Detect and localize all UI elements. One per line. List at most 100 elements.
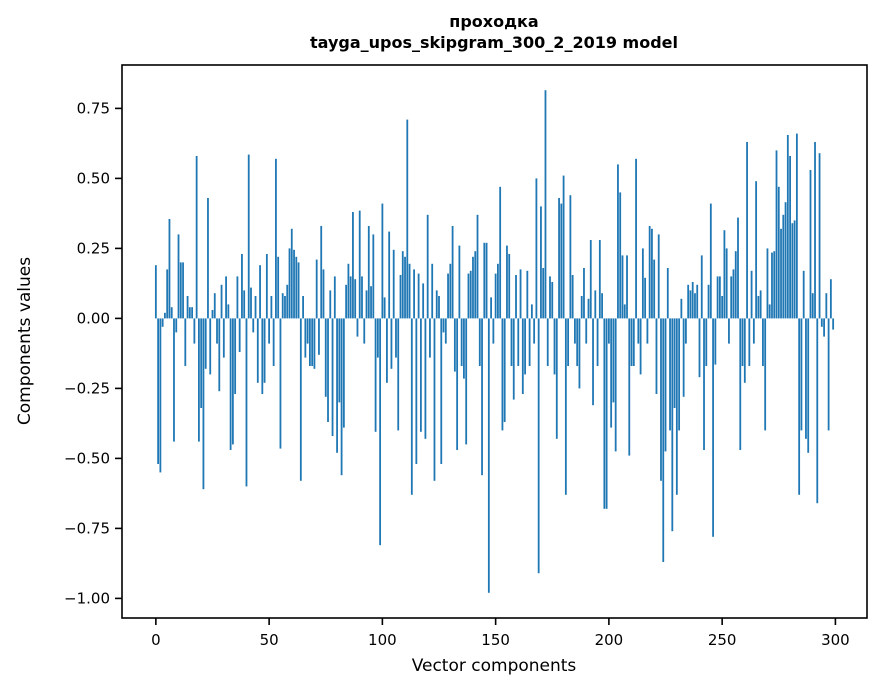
bar <box>524 318 526 375</box>
bar <box>356 318 359 337</box>
bar <box>236 276 239 319</box>
bar <box>204 318 207 369</box>
bar <box>308 318 311 366</box>
bar <box>460 318 463 366</box>
x-tick-label: 50 <box>260 631 279 649</box>
bar <box>791 223 794 319</box>
bar <box>789 156 791 319</box>
bar <box>467 273 470 319</box>
bar <box>361 276 363 319</box>
bar <box>408 263 411 319</box>
bar <box>786 135 789 319</box>
bar <box>415 318 418 464</box>
bar <box>306 318 309 344</box>
bar <box>184 318 187 366</box>
bar <box>229 318 232 450</box>
bar <box>737 217 739 319</box>
bar <box>295 256 298 319</box>
chart-title-line2: tayga_upos_skipgram_300_2_2019 model <box>310 33 678 52</box>
bars <box>154 90 835 593</box>
bar <box>363 318 366 344</box>
bar <box>349 276 352 319</box>
bar <box>637 318 640 344</box>
bar <box>406 119 409 319</box>
bar <box>784 202 787 319</box>
bar <box>589 240 592 319</box>
bar <box>798 318 801 495</box>
bar <box>277 256 280 319</box>
bar <box>173 318 175 442</box>
bar <box>607 318 610 344</box>
bar <box>182 262 184 319</box>
bar <box>530 304 533 319</box>
bar <box>501 318 504 431</box>
bar <box>419 318 422 432</box>
bar <box>696 284 699 319</box>
bar <box>515 275 517 319</box>
y-ticks: 0.75 0.50 0.25 0.00 −0.25 −0.50 −0.75 −1.00 <box>64 100 122 608</box>
x-tick-label: 300 <box>821 631 850 649</box>
bar <box>440 318 443 464</box>
bar <box>644 277 647 319</box>
bar <box>748 318 751 366</box>
bar <box>227 304 230 319</box>
bar <box>610 318 613 428</box>
bar <box>211 310 214 319</box>
bar <box>825 293 828 319</box>
y-tick-label: −1.00 <box>64 590 110 608</box>
bar <box>721 296 724 319</box>
bar <box>623 304 626 319</box>
x-tick-label: 100 <box>368 631 397 649</box>
bar <box>673 318 676 408</box>
bar <box>376 318 379 358</box>
x-axis-label: Vector components <box>412 656 577 676</box>
bar <box>578 318 581 389</box>
bar <box>161 318 164 327</box>
bar <box>503 318 506 422</box>
bar <box>820 318 823 327</box>
bar <box>478 318 481 366</box>
bar <box>551 282 554 319</box>
bar <box>320 226 323 319</box>
bar <box>195 156 198 319</box>
bar <box>313 318 316 369</box>
bar <box>159 318 162 473</box>
y-tick-label: 0.75 <box>77 100 110 118</box>
bar <box>605 318 608 509</box>
bar <box>481 318 483 476</box>
bar <box>284 296 286 319</box>
bar <box>687 284 690 319</box>
bar <box>655 318 658 394</box>
bar <box>596 318 599 366</box>
bar <box>583 268 585 319</box>
bar <box>562 175 565 319</box>
bar <box>492 318 495 344</box>
bar <box>465 318 468 445</box>
bar <box>474 251 477 319</box>
bar <box>671 318 674 532</box>
bar <box>635 158 637 319</box>
bar <box>379 318 382 546</box>
y-tick-label: 0.00 <box>77 310 110 328</box>
bar <box>336 318 338 453</box>
bar <box>472 256 474 319</box>
bar <box>755 181 758 319</box>
bar <box>347 263 350 319</box>
y-tick-label: 0.50 <box>77 170 110 188</box>
bar <box>542 268 545 319</box>
bar <box>304 318 307 358</box>
bar <box>225 276 227 319</box>
bar <box>279 318 282 449</box>
bar <box>739 318 742 450</box>
bar <box>510 318 513 366</box>
bar <box>517 318 520 366</box>
y-tick-label: 0.25 <box>77 240 110 258</box>
bar <box>630 318 633 366</box>
bar <box>499 186 502 319</box>
bar <box>685 318 687 344</box>
bar <box>641 248 644 319</box>
bar <box>238 318 241 352</box>
bar <box>354 279 357 319</box>
bar <box>558 198 560 319</box>
